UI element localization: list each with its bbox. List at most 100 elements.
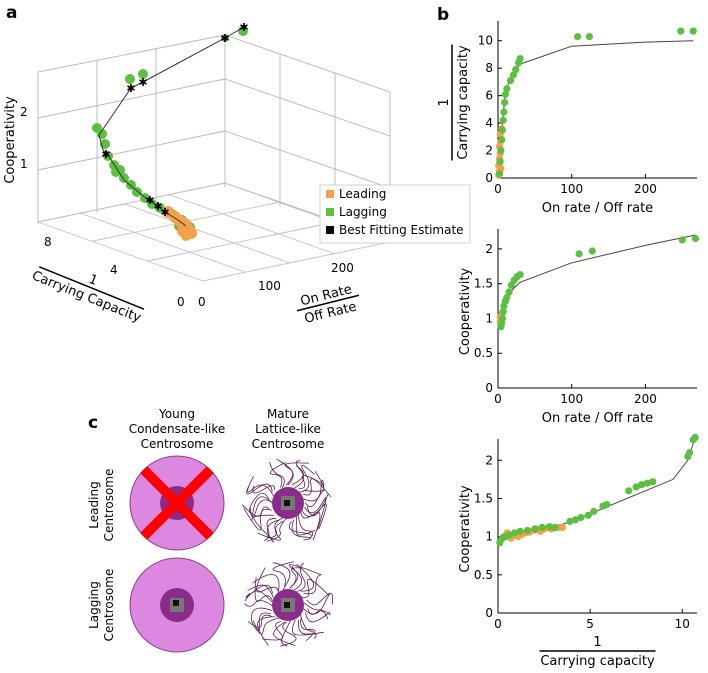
lattice-fiber [296, 562, 306, 592]
lattice-fiber [298, 464, 315, 493]
lattice-fiber [252, 574, 280, 592]
lattice-fiber [256, 567, 279, 595]
svg-text:✱: ✱ [101, 148, 110, 161]
lattice-fiber [272, 562, 291, 587]
lattice-fiber [299, 614, 314, 642]
lattice-fiber [247, 614, 272, 628]
lattice-fiber [304, 489, 325, 507]
leading-point [558, 523, 567, 532]
lattice-fiber [288, 521, 313, 539]
x-axis-label: On rate / Off rate [542, 411, 653, 426]
young-lagging-centrosome [129, 557, 225, 653]
lagging-point [574, 33, 582, 41]
svg-text:✱: ✱ [126, 82, 135, 95]
lagging-point [584, 511, 592, 519]
z-tick-1: 1 [20, 157, 28, 171]
lagging-point [505, 288, 513, 296]
lagging-point [571, 516, 580, 524]
lagging-point [516, 271, 524, 279]
y-tick-label: 2 [485, 144, 493, 158]
y-axis-label: Carrying capacity [456, 45, 471, 160]
lattice-fiber [298, 475, 325, 489]
floor-grid [37, 182, 391, 282]
y-tick-label: 2 [485, 453, 493, 467]
lattice-fiber [266, 517, 288, 542]
chart-b-top: 0 100 200 0 2 4 6 8 10 On rate / Off rate 1 Carryin… [437, 21, 697, 216]
svg-text:✱: ✱ [153, 200, 162, 213]
lagging-point [523, 526, 532, 535]
lagging-point [625, 487, 633, 495]
lattice-fiber [252, 485, 275, 494]
svg-text:✱: ✱ [239, 21, 248, 34]
lattice-fiber [257, 616, 276, 646]
x-tick-label: 200 [634, 182, 657, 196]
lagging-point [501, 90, 509, 98]
lattice-fiber [254, 577, 273, 602]
lattice-fiber [298, 619, 317, 639]
lattice-fiber [262, 621, 284, 641]
col2-line3: Centrosome [252, 437, 325, 451]
lattice-fiber [306, 592, 330, 606]
svg-text:✱: ✱ [138, 76, 147, 89]
centriole-mark [284, 602, 290, 608]
lagging-point [577, 513, 585, 522]
col2-line2: Lattice-like [255, 422, 321, 436]
col2-line1: Mature [267, 407, 309, 421]
lattice-fiber [306, 493, 329, 517]
lattice-fiber [250, 607, 273, 634]
lattice-fiber [269, 462, 285, 489]
cap-label: Carrying Capacity [30, 268, 144, 326]
lattice-fiber [284, 462, 309, 486]
lagging-point [510, 529, 519, 537]
lattice-fiber [273, 621, 296, 647]
lagging-point [509, 71, 518, 79]
lagging-point [678, 236, 686, 244]
lagging-point [649, 478, 657, 486]
fit-line [497, 234, 696, 326]
lattice-fiber [261, 617, 280, 636]
lagging-point [588, 247, 596, 255]
row1-line2: Centrosome [102, 469, 116, 542]
lagging-point [501, 98, 509, 107]
x-tick-label: 5 [586, 617, 594, 631]
lagging-point [505, 531, 513, 539]
y-tick-label: 10 [478, 34, 493, 48]
svg-text:✱: ✱ [145, 194, 154, 207]
back-wall-grid [37, 34, 226, 224]
lattice-fiber [297, 514, 314, 537]
row2-line2: Centrosome [102, 569, 116, 642]
lattice-fiber [302, 592, 333, 615]
lagging-point [531, 525, 539, 533]
row1-line1: Leading [87, 481, 101, 528]
cross-icon [136, 462, 218, 544]
lagging-point [632, 483, 640, 491]
rate-tick-200: 200 [331, 261, 354, 275]
x-tick-label: 0 [494, 617, 502, 631]
x-tick-label: 0 [494, 392, 502, 406]
panel-c-row-labels: Leading Centrosome Lagging Centrosome [87, 469, 116, 642]
lagging-point [638, 481, 646, 489]
lattice-fiber [253, 514, 275, 540]
lagging-point [551, 523, 559, 532]
centriole-mark [284, 500, 290, 506]
legend-leading: Leading [339, 187, 386, 201]
rate-tick-0: 0 [198, 295, 206, 309]
y-tick-label: 6 [485, 89, 493, 103]
x-tick-label: 0 [494, 182, 502, 196]
lagging-point [498, 136, 506, 144]
lattice-fiber [245, 584, 273, 598]
young-leading-centrosome [129, 455, 225, 551]
svg-text:✱: ✱ [220, 32, 229, 45]
y-tick-label: 1.5 [474, 491, 493, 505]
y-label-num: 1 [437, 98, 452, 106]
lagging-point [516, 527, 524, 535]
lagging-point [686, 449, 694, 457]
y-tick-label: 0.5 [474, 568, 493, 582]
lattice-fiber [300, 578, 330, 599]
lattice-fiber [292, 619, 324, 636]
lattice-fiber [263, 518, 277, 542]
row2-line1: Lagging [87, 581, 101, 629]
y-tick-label: 1.5 [474, 277, 493, 291]
chart-b-bottom: 0 5 10 0 0.5 1 1.5 2 1 Carrying capacity Cooperati… [458, 433, 699, 669]
